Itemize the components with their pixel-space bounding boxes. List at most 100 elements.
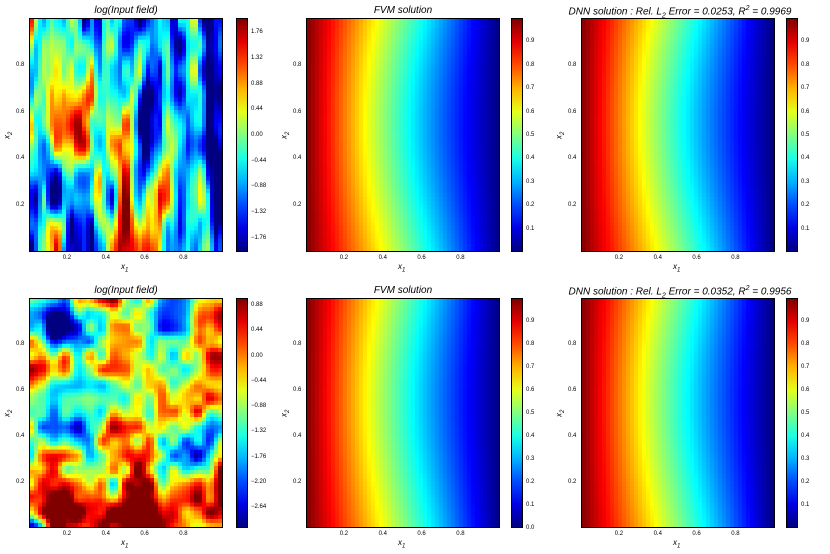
heatmap-cell (102, 27, 107, 33)
heatmap-cell (479, 118, 484, 124)
heatmap-cell (74, 97, 79, 103)
heatmap-cell (98, 226, 103, 231)
heatmap-cell (50, 122, 55, 128)
heatmap-cell (323, 35, 328, 41)
heatmap-cell (351, 172, 356, 178)
heatmap-cell (154, 168, 159, 173)
heatmap-cell (403, 72, 408, 78)
heatmap-cell (78, 81, 83, 86)
heatmap-cell (34, 246, 39, 251)
heatmap-cell (443, 19, 448, 24)
heatmap-cell (347, 23, 352, 28)
heatmap-cell (218, 19, 222, 24)
heatmap-cell (427, 60, 432, 66)
heatmap-cell (122, 230, 127, 236)
heatmap-cell (455, 93, 460, 99)
heatmap-cell (471, 122, 476, 128)
heatmap-cell (162, 52, 167, 57)
heatmap-cell (443, 164, 448, 169)
heatmap-cell (94, 201, 99, 207)
heatmap-cell (146, 122, 151, 128)
heatmap-cell (122, 139, 127, 144)
heatmap-cell (126, 135, 131, 140)
heatmap-cell (198, 246, 203, 251)
heatmap-cell (74, 93, 79, 99)
heatmap-cell (126, 188, 131, 194)
heatmap-cell (122, 176, 127, 182)
heatmap-cell (122, 172, 127, 178)
heatmap-cell (451, 164, 456, 169)
heatmap-cell (142, 147, 147, 153)
heatmap-cell (443, 201, 448, 207)
heatmap-cell (319, 172, 324, 178)
heatmap-cell (463, 93, 468, 99)
heatmap-cell (218, 155, 222, 161)
heatmap-cell (451, 114, 456, 120)
heatmap-cell (126, 43, 131, 49)
heatmap-cell (166, 106, 171, 111)
heatmap-cell (315, 35, 320, 41)
heatmap-cell (210, 226, 215, 231)
heatmap-cell (419, 197, 424, 202)
heatmap-cell (495, 106, 499, 111)
heatmap-cell (66, 238, 71, 244)
heatmap-cell (114, 126, 119, 132)
heatmap-cell (218, 130, 222, 136)
heatmap-cell (94, 43, 99, 49)
heatmap-cell (78, 19, 83, 24)
heatmap-cell (190, 168, 195, 173)
heatmap-cell (90, 23, 95, 28)
heatmap-cell (439, 130, 444, 136)
heatmap-cell (166, 93, 171, 99)
heatmap-cell (327, 81, 332, 86)
heatmap-cell (174, 19, 179, 24)
heatmap-cell (162, 101, 167, 107)
heatmap-cell (395, 52, 400, 57)
heatmap-cell (142, 159, 147, 165)
heatmap-cell (475, 27, 480, 33)
heatmap-cell (379, 147, 384, 153)
heatmap-cell (194, 168, 199, 173)
heatmap-cell (210, 35, 215, 41)
heatmap-cell (154, 35, 159, 41)
heatmap-cell (114, 246, 119, 251)
heatmap-cell (194, 130, 199, 136)
heatmap-cell (110, 238, 115, 244)
heatmap-cell (106, 222, 111, 227)
heatmap-cell (158, 209, 163, 215)
heatmap-cell (102, 222, 107, 227)
heatmap-cell (74, 23, 79, 28)
heatmap-cell (459, 139, 464, 144)
heatmap-cell (411, 143, 416, 149)
heatmap-cell (94, 143, 99, 149)
heatmap-cell (62, 122, 67, 128)
heatmap-cell (379, 122, 384, 128)
heatmap-cell (311, 27, 316, 33)
heatmap-cell (42, 35, 47, 41)
heatmap-cell (327, 213, 332, 219)
heatmap-cell (431, 68, 436, 74)
heatmap-cell (459, 85, 464, 91)
heatmap-cell (439, 64, 444, 70)
heatmap-cell (178, 193, 183, 198)
heatmap-cell (363, 110, 368, 115)
heatmap-cell (351, 180, 356, 186)
heatmap-cell (154, 93, 159, 99)
heatmap-cell (50, 213, 55, 219)
heatmap-cell (467, 168, 472, 173)
heatmap-cell (407, 209, 412, 215)
heatmap-cell (407, 27, 412, 33)
heatmap-cell (162, 193, 167, 198)
heatmap-cell (210, 184, 215, 190)
heatmap-cell (214, 193, 219, 198)
heatmap-cell (146, 184, 151, 190)
heatmap-cell (146, 97, 151, 103)
heatmap-cell (190, 68, 195, 74)
heatmap-cell (34, 106, 39, 111)
heatmap-cell (150, 226, 155, 231)
heatmap-cell (110, 139, 115, 144)
heatmap-cell (387, 43, 392, 49)
heatmap-cell (38, 43, 43, 49)
heatmap-cell (483, 101, 488, 107)
heatmap-cell (58, 147, 63, 153)
